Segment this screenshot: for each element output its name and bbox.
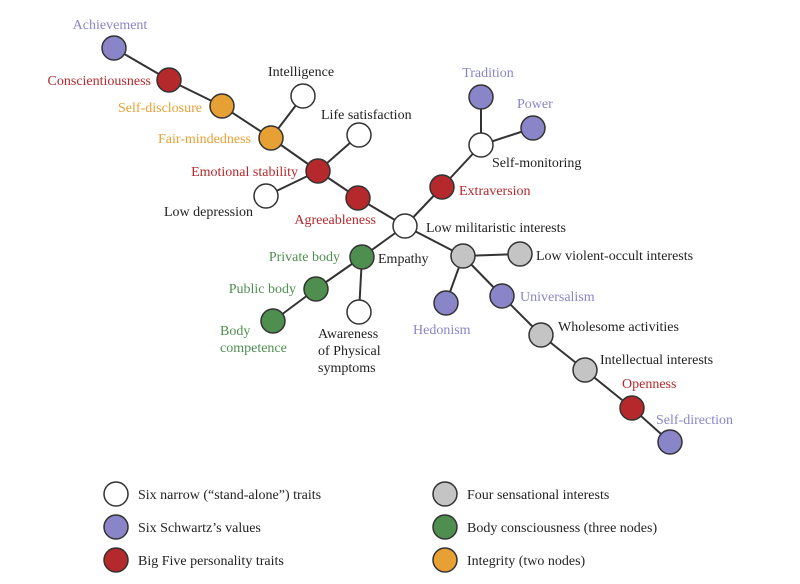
label-universalism: Universalism	[520, 290, 595, 305]
node-awareness	[346, 299, 372, 325]
node-conscientiousness	[156, 67, 182, 93]
label-achievement: Achievement	[73, 18, 148, 33]
node-achievement	[101, 35, 127, 61]
node-fair-mindedness	[258, 125, 284, 151]
label-empathy: Empathy	[378, 252, 429, 267]
label-low-depression: Low depression	[164, 205, 253, 220]
legend-swatch-narrow	[103, 481, 129, 507]
label-fair-mindedness: Fair-mindedness	[158, 132, 251, 147]
label-conscientiousness: Conscientiousness	[48, 74, 151, 89]
node-extraversion	[429, 174, 455, 200]
node-intelligence	[290, 83, 316, 109]
label-power: Power	[517, 97, 553, 112]
labels-layer: Achievement Conscientiousness Self-disclos…	[48, 18, 733, 428]
label-intelligence: Intelligence	[268, 65, 334, 80]
node-self-disclosure	[209, 93, 235, 119]
legend-label-schwartz: Six Schwartz’s values	[138, 521, 261, 536]
node-self-monitoring	[468, 132, 494, 158]
legend: Six narrow (“stand-alone”) traits Six Sch…	[103, 481, 657, 573]
legend-swatch-bigfive	[103, 547, 129, 573]
node-empathy	[349, 244, 375, 270]
node-universalism	[489, 283, 515, 309]
node-tradition	[468, 84, 494, 110]
label-awareness: Awareness of Physical symptoms	[318, 327, 381, 376]
label-wholesome: Wholesome activities	[558, 320, 679, 335]
node-public-body	[303, 276, 329, 302]
label-self-monitoring: Self-monitoring	[492, 156, 581, 171]
node-intellectual	[572, 357, 598, 383]
node-self-direction	[657, 429, 683, 455]
node-hub-gray	[450, 243, 476, 269]
node-low-depression	[253, 183, 279, 209]
legend-swatch-body	[432, 514, 458, 540]
node-hedonism	[433, 290, 459, 316]
legend-swatch-integrity	[432, 547, 458, 573]
label-emotional-stability: Emotional stability	[191, 165, 298, 180]
label-openness: Openness	[622, 377, 676, 392]
node-wholesome	[528, 322, 554, 348]
label-low-militaristic: Low militaristic interests	[426, 221, 566, 236]
label-tradition: Tradition	[462, 66, 514, 81]
legend-label-narrow: Six narrow (“stand-alone”) traits	[138, 488, 321, 503]
nodes-layer	[101, 35, 683, 455]
label-hedonism: Hedonism	[413, 323, 471, 338]
label-low-violent-occult: Low violent-occult interests	[536, 249, 693, 264]
legend-label-integrity: Integrity (two nodes)	[467, 554, 586, 569]
label-self-disclosure: Self-disclosure	[118, 101, 202, 116]
label-life-satisfaction: Life satisfaction	[321, 108, 412, 123]
node-life-satisfaction	[346, 122, 372, 148]
label-public-body: Public body	[229, 282, 296, 297]
node-agreeableness	[345, 185, 371, 211]
legend-swatch-schwartz	[103, 514, 129, 540]
label-self-direction: Self-direction	[656, 413, 733, 428]
legend-swatch-sensational	[432, 481, 458, 507]
node-power	[520, 115, 546, 141]
legend-label-body: Body consciousness (three nodes)	[467, 521, 657, 536]
legend-label-bigfive: Big Five personality traits	[138, 554, 284, 569]
label-agreeableness: Agreeableness	[294, 213, 376, 228]
node-emotional-stability	[305, 158, 331, 184]
label-extraversion: Extraversion	[459, 184, 531, 199]
node-body-competence	[260, 308, 286, 334]
node-low-violent-occult	[507, 241, 533, 267]
node-low-militaristic	[392, 213, 418, 239]
label-private-body: Private body	[269, 250, 340, 265]
label-intellectual: Intellectual interests	[600, 353, 713, 368]
label-body-competence: Body competence	[220, 324, 287, 356]
legend-label-sensational: Four sensational interests	[467, 488, 609, 503]
node-openness	[619, 395, 645, 421]
